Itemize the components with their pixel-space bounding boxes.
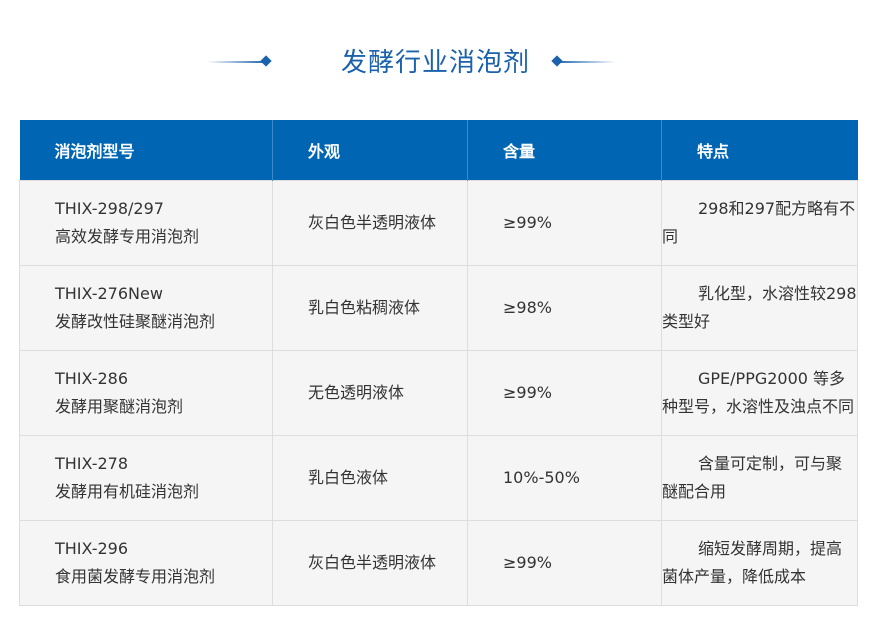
cell-appearance: 乳白色液体 xyxy=(272,435,468,521)
model-desc: 发酵改性硅聚醚消泡剂 xyxy=(55,312,216,331)
model-code: THIX-298/297 xyxy=(55,199,164,218)
model-code: THIX-296 xyxy=(55,539,128,558)
model-code: THIX-276New xyxy=(55,284,163,303)
cell-content: ≥98% xyxy=(467,265,662,351)
cell-feature: 含量可定制，可与聚醚配合用 xyxy=(661,435,858,521)
cell-feature: 298和297配方略有不同 xyxy=(661,180,858,266)
cell-model: THIX-286 发酵用聚醚消泡剂 xyxy=(19,350,273,436)
page-title: 发酵行业消泡剂 xyxy=(340,48,530,78)
table-row: THIX-286 发酵用聚醚消泡剂 无色透明液体 ≥99% GPE/PPG2000… xyxy=(19,350,858,436)
cell-content: ≥99% xyxy=(467,350,662,436)
table-row: THIX-276New 发酵改性硅聚醚消泡剂 乳白色粘稠液体 ≥98% 乳化型，水… xyxy=(19,265,858,351)
section-heading: 发酵行业消泡剂 xyxy=(0,40,871,84)
model-desc: 高效发酵专用消泡剂 xyxy=(55,227,200,246)
cell-feature: GPE/PPG2000 等多种型号，水溶性及浊点不同 xyxy=(661,350,858,436)
cell-content: ≥99% xyxy=(467,520,662,606)
cell-appearance: 乳白色粘稠液体 xyxy=(272,265,468,351)
cell-content: 10%-50% xyxy=(467,435,662,521)
cell-model: THIX-298/297 高效发酵专用消泡剂 xyxy=(19,180,273,266)
cell-model: THIX-278 发酵用有机硅消泡剂 xyxy=(19,435,273,521)
product-table: 消泡剂型号 外观 含量 特点 THIX-298/297 高效发酵专用消泡剂 灰白色… xyxy=(19,120,858,606)
model-code: THIX-286 xyxy=(55,369,128,388)
cell-model: THIX-276New 发酵改性硅聚醚消泡剂 xyxy=(19,265,273,351)
cell-feature: 乳化型，水溶性较298 类型好 xyxy=(661,265,858,351)
cell-content: ≥99% xyxy=(467,180,662,266)
table-header: 消泡剂型号 外观 含量 特点 xyxy=(19,120,858,181)
header-model: 消泡剂型号 xyxy=(19,120,273,181)
header-appearance: 外观 xyxy=(272,120,468,181)
model-desc: 发酵用有机硅消泡剂 xyxy=(55,482,200,501)
table-row: THIX-298/297 高效发酵专用消泡剂 灰白色半透明液体 ≥99% 298和… xyxy=(19,180,858,266)
cell-appearance: 灰白色半透明液体 xyxy=(272,180,468,266)
cell-appearance: 灰白色半透明液体 xyxy=(272,520,468,606)
table-row: THIX-296 食用菌发酵专用消泡剂 灰白色半透明液体 ≥99% 缩短发酵周期，… xyxy=(19,520,858,606)
table-row: THIX-278 发酵用有机硅消泡剂 乳白色液体 10%-50% 含量可定制，可与… xyxy=(19,435,858,521)
cell-model: THIX-296 食用菌发酵专用消泡剂 xyxy=(19,520,273,606)
cell-feature: 缩短发酵周期，提高菌体产量，降低成本 xyxy=(661,520,858,606)
left-decor-line xyxy=(207,61,267,63)
right-decor-line xyxy=(556,61,616,63)
header-feature: 特点 xyxy=(661,120,858,181)
header-content: 含量 xyxy=(467,120,662,181)
cell-appearance: 无色透明液体 xyxy=(272,350,468,436)
model-desc: 食用菌发酵专用消泡剂 xyxy=(55,567,216,586)
model-desc: 发酵用聚醚消泡剂 xyxy=(55,397,184,416)
model-code: THIX-278 xyxy=(55,454,128,473)
